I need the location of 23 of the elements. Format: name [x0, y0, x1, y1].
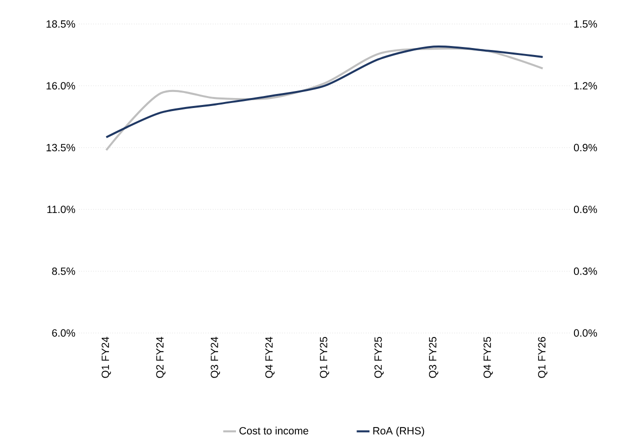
x-tick-label: Q2 FY24	[156, 336, 166, 378]
y-tick-label: 11.0%	[47, 206, 76, 214]
y2-tick-label: 0.6%	[574, 206, 597, 214]
y-tick-label: 13.5%	[46, 144, 76, 152]
x-tick-label: Q1 FY24	[102, 336, 111, 378]
y2-tick-label: 0.0%	[574, 329, 597, 337]
x-tick-label: Q4 FY24	[265, 336, 275, 378]
x-tick-label: Q1 FY25	[320, 336, 330, 378]
y-tick-label: 18.5%	[46, 20, 76, 28]
x-tick-label: Q4 FY25	[484, 336, 493, 378]
x-tick-label: Q3 FY25	[428, 336, 438, 378]
y-tick-label: 16.0%	[46, 82, 76, 90]
y-tick-label: 6.0%	[52, 329, 76, 337]
y-tick-label: 8.5%	[52, 268, 76, 275]
y2-tick-label: 1.2%	[574, 82, 597, 90]
y2-tick-label: 1.5%	[574, 20, 597, 28]
x-tick-label: Q3 FY24	[210, 336, 220, 378]
x-tick-label: Q1 FY26	[538, 336, 548, 378]
legend-label: RoA (RHS)	[373, 426, 424, 437]
legend-label: Cost to income	[240, 426, 308, 434]
x-tick-label: Q2 FY25	[374, 336, 384, 378]
y2-tick-label: 0.9%	[574, 144, 597, 152]
y2-tick-label: 0.3%	[574, 268, 597, 275]
